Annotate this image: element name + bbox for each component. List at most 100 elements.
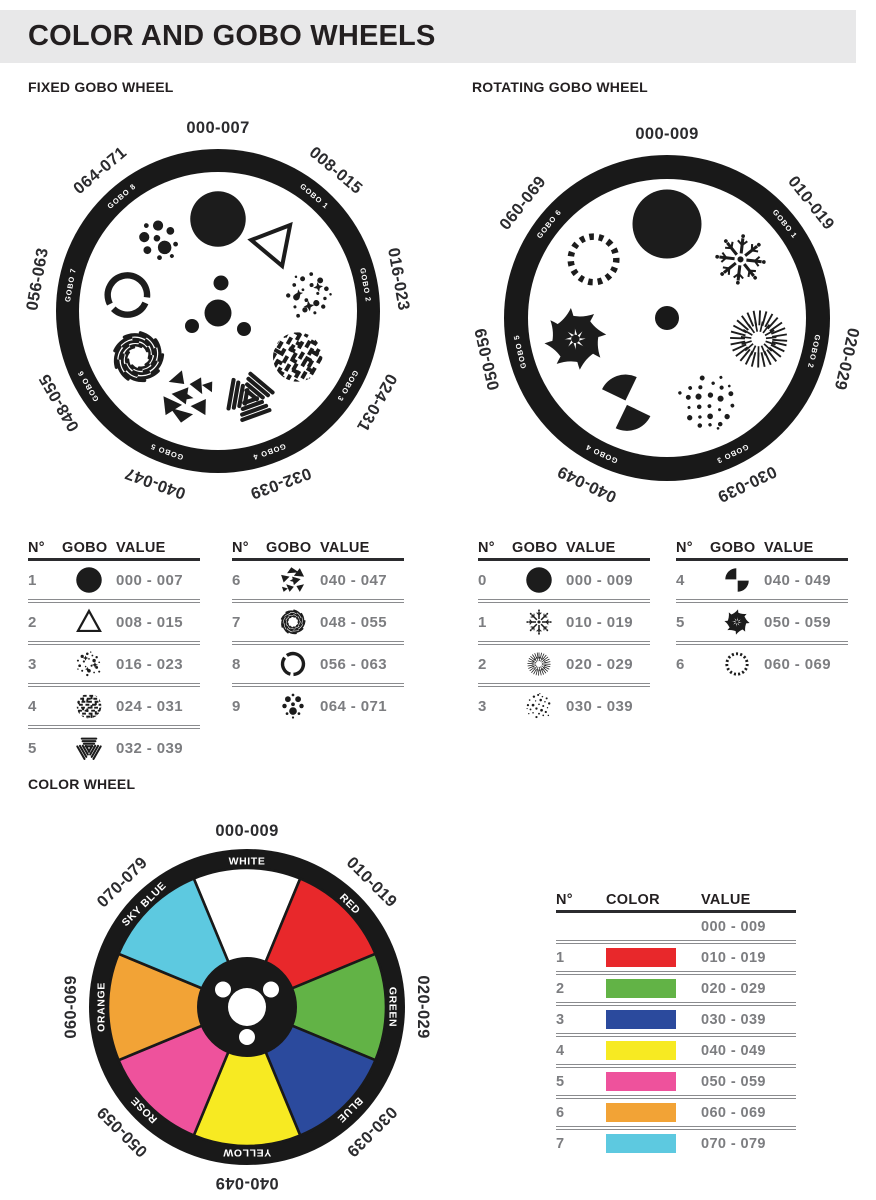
col-header-gobo: GOBO <box>62 540 108 556</box>
hub-hole <box>204 299 232 327</box>
color-swatch-cell <box>606 948 701 967</box>
wheel-value-label: 032-039 <box>248 464 314 503</box>
table-row: 4 040 - 049 <box>676 561 848 599</box>
gobo-value: 030 - 039 <box>566 697 633 715</box>
color-value-label: 060-069 <box>62 975 80 1038</box>
gobo-number: 5 <box>676 613 685 631</box>
gobo-value: 050 - 059 <box>764 613 831 631</box>
gobo-shatter-icon <box>281 567 305 592</box>
col-header-color: COLOR <box>606 892 660 908</box>
gobo-solid-circle-icon <box>632 189 702 259</box>
table-row: 1 010 - 019 <box>556 940 796 971</box>
gobo-icon-cell <box>512 647 566 681</box>
color-value-label: 040-049 <box>215 1174 278 1192</box>
table-row: 1 000 - 007 <box>28 561 200 599</box>
table-row: 4 040 - 049 <box>556 1033 796 1064</box>
table-row: 1 010 - 019 <box>478 599 650 641</box>
col-header-value: VALUE <box>764 540 814 556</box>
gobo-icon-cell <box>266 605 320 639</box>
gobo-number: 6 <box>232 571 241 589</box>
color-value-label: 020-029 <box>414 975 432 1038</box>
gobo-broken-ring-icon <box>277 648 309 680</box>
gobo-dashed-ring-icon <box>725 652 749 676</box>
gobo-breakup-icon <box>72 689 106 723</box>
gobo-number: 1 <box>28 571 37 589</box>
color-swatch-cell <box>606 1072 701 1091</box>
table-header: N° GOBO VALUE <box>478 534 650 561</box>
col-header-n: N° <box>232 540 249 556</box>
color-swatch <box>606 1041 676 1060</box>
gobo-icon-cell <box>710 605 764 639</box>
color-value-label: 000-009 <box>215 822 278 840</box>
gobo-icon-cell <box>62 563 116 597</box>
gobo-value: 024 - 031 <box>116 697 183 715</box>
gobo-icon-cell <box>512 563 566 597</box>
color-segment-yellow <box>192 1003 302 1148</box>
col-header-gobo: GOBO <box>512 540 558 556</box>
gobo-number: 5 <box>28 739 37 757</box>
gobo-number: 9 <box>232 697 241 715</box>
gobo-value: 010 - 019 <box>566 613 633 631</box>
gobo-value: 056 - 063 <box>320 655 387 673</box>
gobo-number: 4 <box>28 697 37 715</box>
gobo-value: 032 - 039 <box>116 739 183 757</box>
gobo-value: 064 - 071 <box>320 697 387 715</box>
gobo-icon-cell <box>62 731 116 765</box>
col-header-value: VALUE <box>320 540 370 556</box>
color-swatch <box>606 1072 676 1091</box>
table-row: 5 050 - 059 <box>556 1064 796 1095</box>
wheel-value-label: 016-023 <box>384 246 413 312</box>
gobo-number: 6 <box>676 655 685 673</box>
table-row: 2 020 - 029 <box>556 971 796 1002</box>
gobo-dot-cluster-icon <box>282 693 304 719</box>
color-swatch <box>606 1010 676 1029</box>
gobo-number: 2 <box>28 613 37 631</box>
wheel-value-label: 040-047 <box>122 464 188 503</box>
wheel-value-label: 000-007 <box>186 119 249 137</box>
gobo-icon-cell <box>62 605 116 639</box>
hub-hole <box>263 981 279 998</box>
table-row: 2 008 - 015 <box>28 599 200 641</box>
gobo-triangle-icon <box>76 609 102 633</box>
gobo-pinwheel-icon <box>723 608 751 636</box>
rotating-gobo-table-1: N° GOBO VALUE 0 000 - 009 1 010 - 019 2 020 - 02… <box>478 534 650 725</box>
color-swatch <box>606 1103 676 1122</box>
color-number: 4 <box>556 1042 565 1059</box>
gobo-value: 048 - 055 <box>320 613 387 631</box>
gobo-value: 040 - 047 <box>320 571 387 589</box>
page-title: COLOR AND GOBO WHEELS <box>28 20 436 52</box>
color-name-label: GREEN <box>386 987 398 1027</box>
gobo-solid-circle-icon <box>190 191 246 247</box>
gobo-icon-cell <box>710 563 764 597</box>
color-swatch-cell <box>606 1010 701 1029</box>
color-number: 3 <box>556 1011 565 1028</box>
gobo-value: 040 - 049 <box>764 571 831 589</box>
wheel-value-label: 050-059 <box>472 326 504 392</box>
table-row: 9 064 - 071 <box>232 683 404 725</box>
gobo-icon-cell <box>266 563 320 597</box>
gobo-number: 3 <box>478 697 487 715</box>
gobo-value: 008 - 015 <box>116 613 183 631</box>
table-row: 0 000 - 009 <box>478 561 650 599</box>
color-segment-white <box>192 866 302 1011</box>
gobo-number: 7 <box>232 613 241 631</box>
col-header-value: VALUE <box>701 892 751 908</box>
gobo-icon-cell <box>512 689 566 723</box>
color-swatch <box>606 1134 676 1153</box>
table-row: 8 056 - 063 <box>232 641 404 683</box>
color-segment-orange <box>106 952 251 1062</box>
gobo-number: 2 <box>478 655 487 673</box>
table-row: 6 060 - 069 <box>676 641 848 683</box>
gobo-number: 1 <box>478 613 487 631</box>
gobo-starburst-icon <box>527 652 551 676</box>
col-header-gobo: GOBO <box>266 540 312 556</box>
page-header-bar: COLOR AND GOBO WHEELS <box>0 10 856 63</box>
color-value: 030 - 039 <box>701 1011 766 1028</box>
gobo-value: 000 - 007 <box>116 571 183 589</box>
color-swatch-cell <box>606 1103 701 1122</box>
